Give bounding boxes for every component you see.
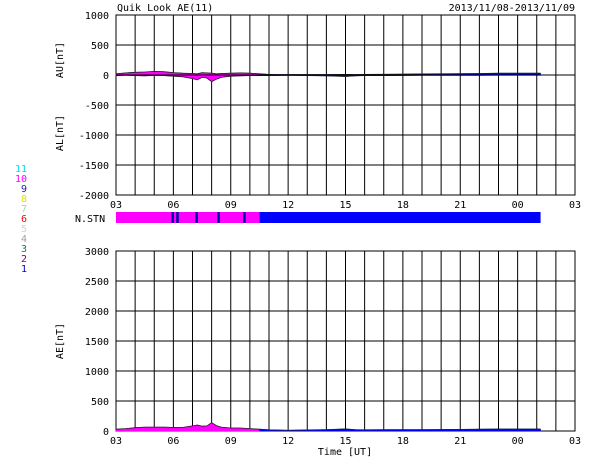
au-al-xtick-label: 21 [454,200,466,211]
ae-xtick-label: 03 [569,436,581,447]
station-legend-item: 2 [21,254,27,265]
ae-area-segment [144,426,155,432]
al-axis-label: AL[nT] [55,115,66,151]
ae-area-segment [201,425,208,432]
date-range: 2013/11/08-2013/11/09 [449,3,575,14]
au-axis-label: AU[nT] [55,42,66,78]
nstn-segment [259,212,541,223]
au-al-xtick-label: 09 [225,200,237,211]
au-al-ytick-label: -2000 [79,191,109,202]
station-count-bar [116,212,541,223]
station-legend-item: 8 [21,194,27,205]
station-legend-item: 5 [21,224,27,235]
station-legend-item: 1 [21,264,27,275]
au-al-ytick-label: 500 [91,41,109,52]
au-al-xtick-label: 12 [282,200,294,211]
nstn-marker [195,212,198,223]
nstn-marker [176,212,179,223]
ae-ytick-label: 1500 [85,337,109,348]
ae-area-segment [173,427,184,432]
ae-area-segment [230,427,241,432]
au-al-xtick-label: 03 [569,200,581,211]
ae-xtick-label: 18 [397,436,409,447]
ae-xtick-label: 06 [167,436,179,447]
au-al-xtick-label: 06 [167,200,179,211]
ae-xtick-label: 09 [225,436,237,447]
station-legend-item: 11 [15,164,27,175]
station-legend-item: 9 [21,184,27,195]
station-legend-item: 7 [21,204,27,215]
au-line [115,70,541,75]
nstn-marker [243,212,246,223]
ae-ytick-label: 500 [91,397,109,408]
station-legend-item: 10 [15,174,27,185]
au-al-frame [115,14,576,196]
au-al-xtick-label: 00 [512,200,524,211]
au-al-xtick-label: 15 [339,200,351,211]
ae-ytick-label: 2500 [85,277,109,288]
station-legend-item: 6 [21,214,27,225]
ae-axis-label: AE[nT] [55,323,66,359]
au-al-ytick-label: -1500 [79,161,109,172]
chart-title: Quik Look AE(11) [117,3,213,14]
nstn-segment [116,212,260,223]
ae-area-segment [154,426,165,432]
au-al-ytick-label: -1000 [79,131,109,142]
au-al-xtick-label: 03 [110,200,122,211]
ae-ytick-label: 1000 [85,367,109,378]
ae-xtick-label: 21 [454,436,466,447]
ae-xtick-label: 03 [110,436,122,447]
ae-ytick-label: 2000 [85,307,109,318]
x-axis-label: Time [UT] [318,447,372,458]
au-al-ytick-label: 1000 [85,11,109,22]
ae-line [115,422,541,431]
nstn-marker [171,212,174,223]
ae-ytick-label: 0 [103,427,109,438]
nstn-marker [217,212,220,223]
nstn-label: N.STN [75,214,105,225]
ae-xtick-label: 00 [512,436,524,447]
au-al-ytick-label: -500 [85,101,109,112]
au-al-xtick-label: 18 [397,200,409,211]
au-al-ytick-label: 0 [103,71,109,82]
station-legend-item: 3 [21,244,27,255]
station-legend-item: 4 [21,234,27,245]
ae-xtick-label: 12 [282,436,294,447]
ae-ytick-label: 3000 [85,247,109,258]
ae-xtick-label: 15 [339,436,351,447]
